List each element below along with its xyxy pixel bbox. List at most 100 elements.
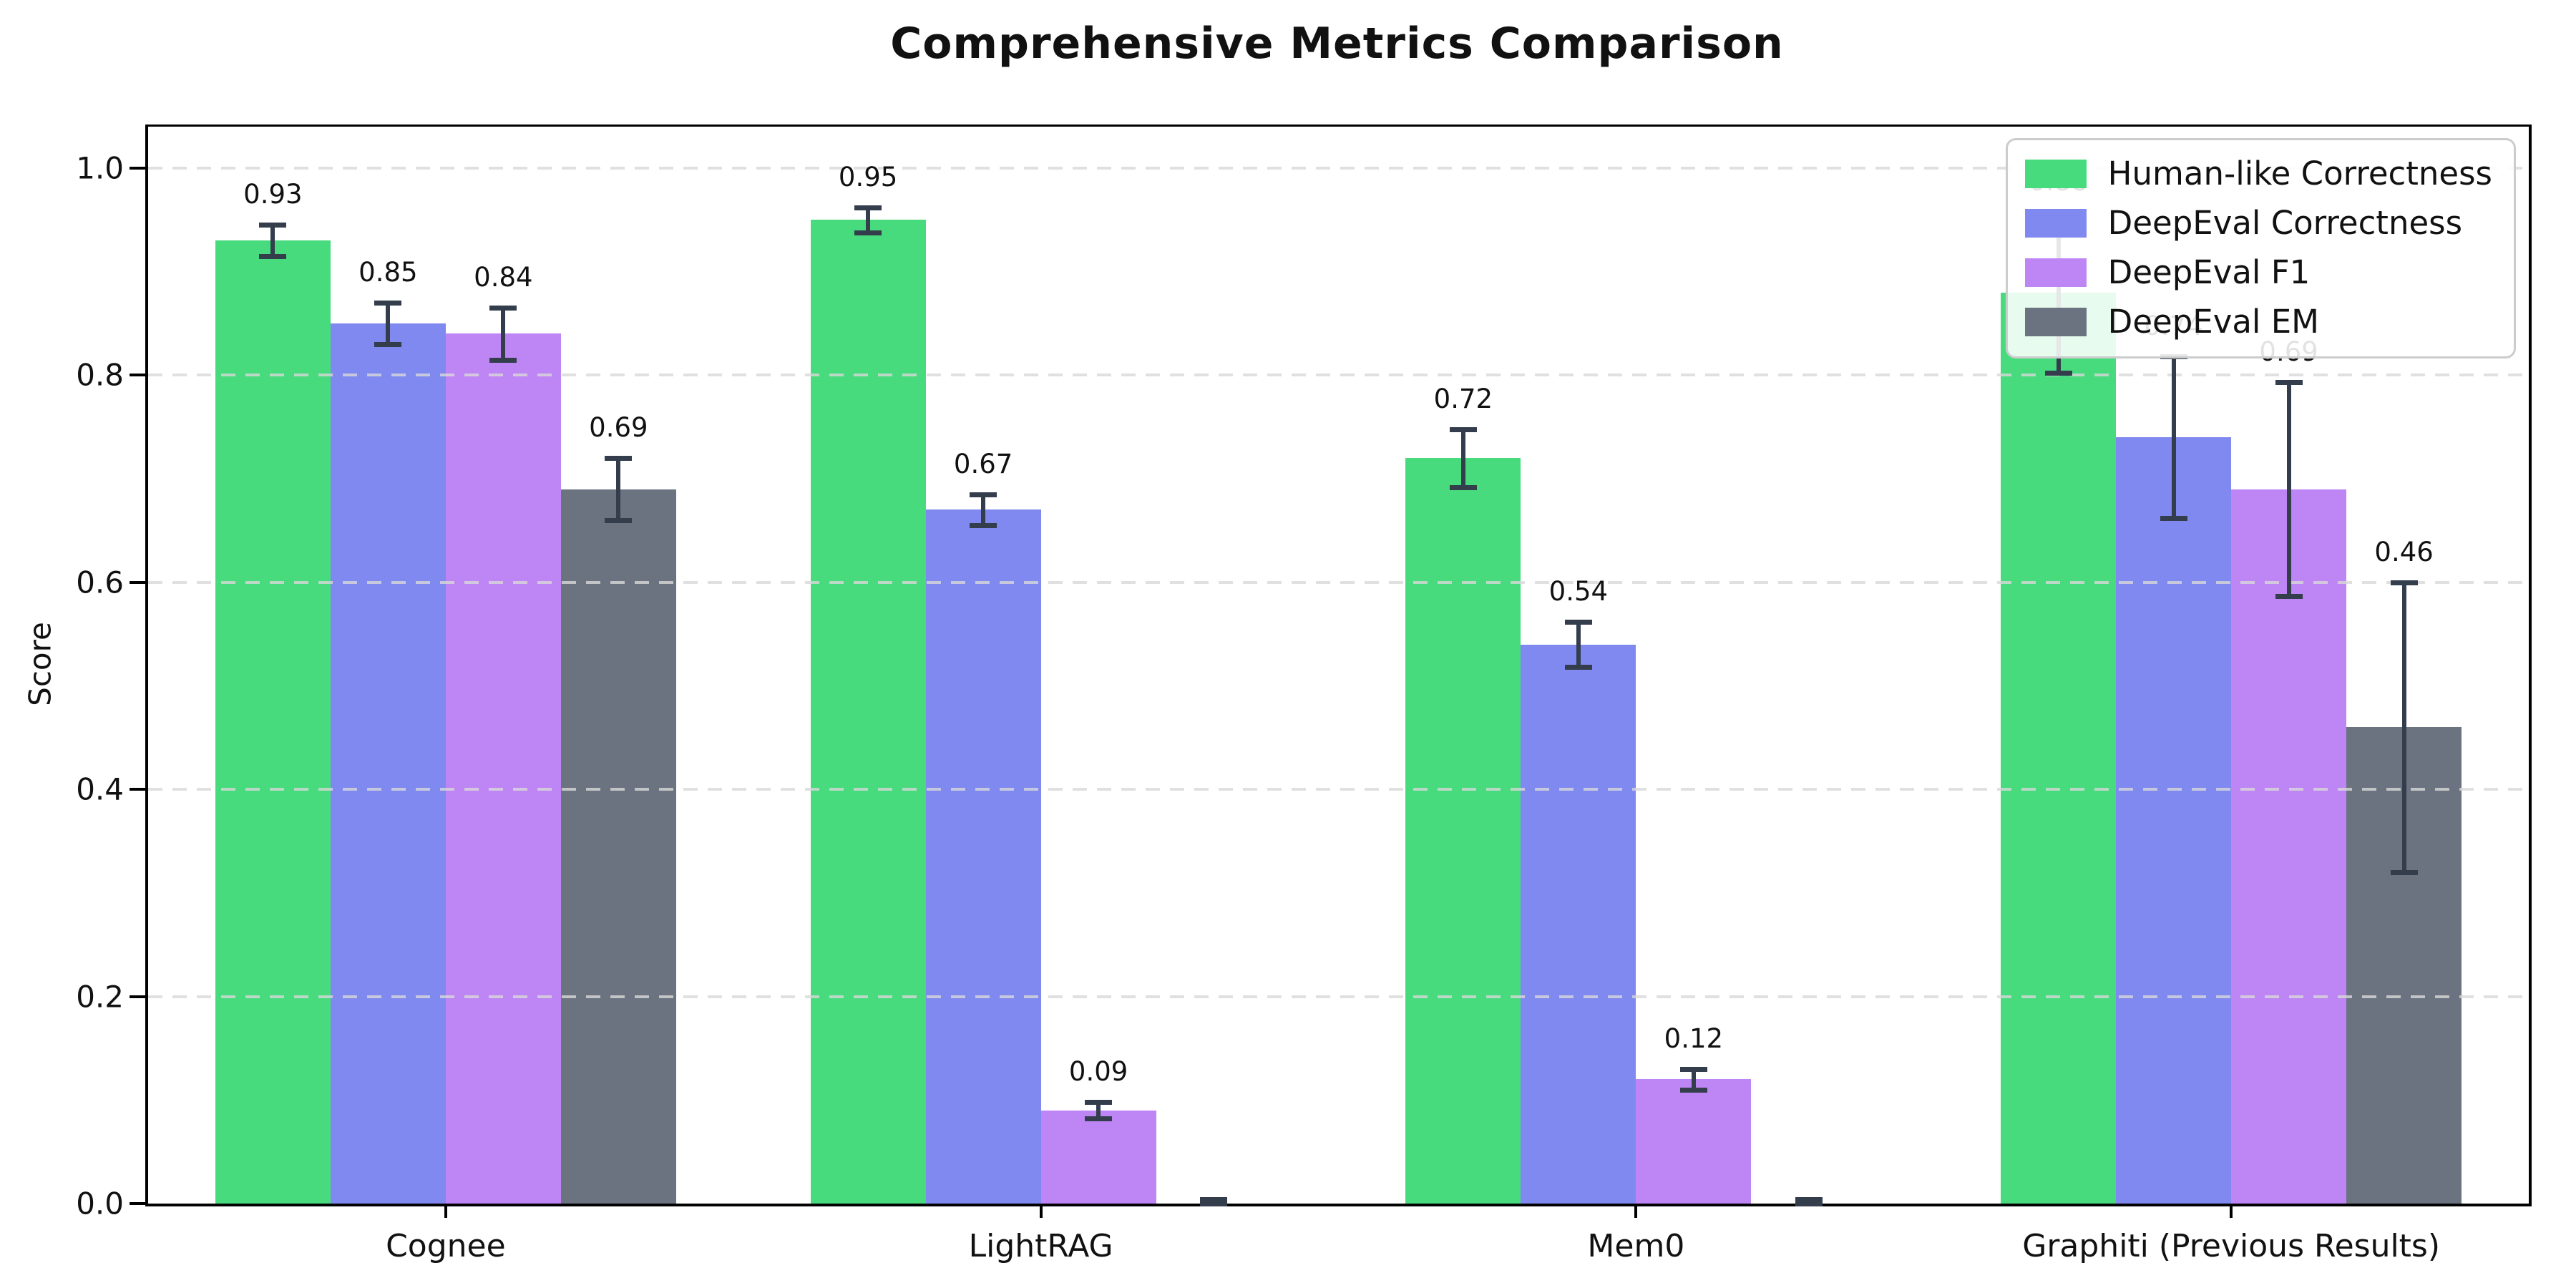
y-tick-label: 0.6 <box>76 565 124 600</box>
error-bar-cap <box>854 230 882 235</box>
y-axis-tick <box>130 788 145 791</box>
value-label: 0.85 <box>358 257 418 288</box>
value-label: 0.12 <box>1664 1023 1724 1054</box>
legend-item: Human-like Correctness <box>2024 155 2492 192</box>
bar <box>810 220 926 1204</box>
x-axis-tick <box>1634 1204 1638 1218</box>
x-axis-tick <box>1039 1204 1043 1218</box>
value-label: 0.09 <box>1068 1056 1128 1088</box>
bar <box>1521 644 1636 1204</box>
legend-item: DeepEval Correctness <box>2024 204 2492 242</box>
value-label: 0.95 <box>838 161 898 192</box>
error-bar-cap <box>970 523 997 529</box>
error-bar-cap <box>259 253 287 259</box>
error-bar <box>1460 429 1465 487</box>
error-bar <box>866 207 871 233</box>
value-label: 0.84 <box>474 262 533 293</box>
error-bar-cap <box>1564 619 1592 625</box>
value-label: 0.69 <box>589 412 648 444</box>
y-axis-tick <box>130 580 145 584</box>
legend: Human-like Correctness DeepEval Correctne… <box>2005 138 2516 358</box>
error-bar-cap <box>1795 1197 1823 1203</box>
x-axis-tick <box>444 1204 447 1218</box>
error-bar <box>501 308 506 360</box>
error-bar-cap <box>1795 1201 1823 1206</box>
legend-swatch <box>2024 307 2087 336</box>
y-tick-label: 0.8 <box>76 357 124 393</box>
error-bar-cap <box>2044 371 2072 376</box>
error-bar <box>2401 582 2406 872</box>
y-axis-title: Score <box>22 622 58 706</box>
bar <box>2116 437 2232 1204</box>
y-tick-label: 1.0 <box>76 150 124 186</box>
legend-item: DeepEval F1 <box>2024 253 2492 291</box>
gridline <box>148 788 2529 791</box>
value-label: 0.46 <box>2374 536 2434 567</box>
error-bar <box>616 458 621 520</box>
y-axis-tick <box>130 374 145 377</box>
value-label: 0.54 <box>1548 575 1609 607</box>
error-bar <box>1576 621 1581 668</box>
error-bar-cap <box>605 456 633 462</box>
gridline <box>148 995 2529 998</box>
error-bar-cap <box>1564 665 1592 670</box>
legend-swatch <box>2024 159 2087 188</box>
error-bar <box>981 494 986 526</box>
plot-area: Human-like Correctness DeepEval Correctne… <box>76 125 2532 1264</box>
bar <box>445 333 561 1204</box>
legend-label: Human-like Correctness <box>2107 155 2492 192</box>
value-label: 0.67 <box>953 448 1013 479</box>
error-bar-cap <box>1200 1201 1228 1206</box>
chart-title: Comprehensive Metrics Comparison <box>890 19 1784 69</box>
error-bar <box>1691 1068 1696 1090</box>
bar <box>330 323 446 1204</box>
error-bar-cap <box>259 223 287 228</box>
legend-label: DeepEval F1 <box>2107 253 2311 291</box>
legend-swatch <box>2024 208 2087 238</box>
value-label: 0.72 <box>1433 383 1493 414</box>
value-label: 0.93 <box>243 179 303 210</box>
bar <box>1405 458 1521 1204</box>
error-bar <box>1096 1102 1101 1119</box>
bar <box>215 240 331 1204</box>
error-bar <box>386 303 391 344</box>
y-tick-label: 0.4 <box>76 771 124 807</box>
bar <box>560 489 676 1204</box>
x-tick-label: Cognee <box>386 1228 506 1264</box>
y-axis-tick <box>130 166 145 170</box>
error-bar-cap <box>374 341 402 347</box>
legend-label: DeepEval EM <box>2107 303 2319 341</box>
bar <box>2231 489 2347 1204</box>
error-bar-cap <box>1200 1197 1228 1203</box>
error-bar-cap <box>1679 1087 1707 1093</box>
error-bar <box>2286 382 2291 596</box>
gridline <box>148 580 2529 584</box>
error-bar-cap <box>1449 484 1477 490</box>
gridline <box>148 166 2529 170</box>
bar <box>925 509 1041 1204</box>
error-bar-cap <box>489 306 517 311</box>
x-tick-label: Mem0 <box>1587 1228 1685 1264</box>
legend-item: DeepEval EM <box>2024 303 2492 341</box>
error-bar-cap <box>2390 869 2418 875</box>
error-bar-cap <box>489 357 517 363</box>
error-bar-cap <box>2275 380 2303 386</box>
error-bar-cap <box>1085 1116 1113 1122</box>
legend-label: DeepEval Correctness <box>2107 204 2463 242</box>
bar <box>1040 1110 1156 1204</box>
error-bar-cap <box>1679 1066 1707 1072</box>
error-bar-cap <box>970 492 997 497</box>
error-bar-cap <box>1085 1100 1113 1106</box>
error-bar <box>270 225 275 256</box>
x-tick-label: LightRAG <box>968 1228 1113 1264</box>
y-axis-tick <box>130 995 145 998</box>
x-tick-label: Graphiti (Previous Results) <box>2022 1228 2441 1264</box>
error-bar-cap <box>374 301 402 306</box>
y-axis-tick <box>130 1202 145 1205</box>
bar <box>1636 1079 1752 1204</box>
error-bar-cap <box>2390 580 2418 585</box>
error-bar-cap <box>1449 426 1477 432</box>
y-tick-label: 0.0 <box>76 1186 124 1221</box>
error-bar <box>2171 356 2176 518</box>
